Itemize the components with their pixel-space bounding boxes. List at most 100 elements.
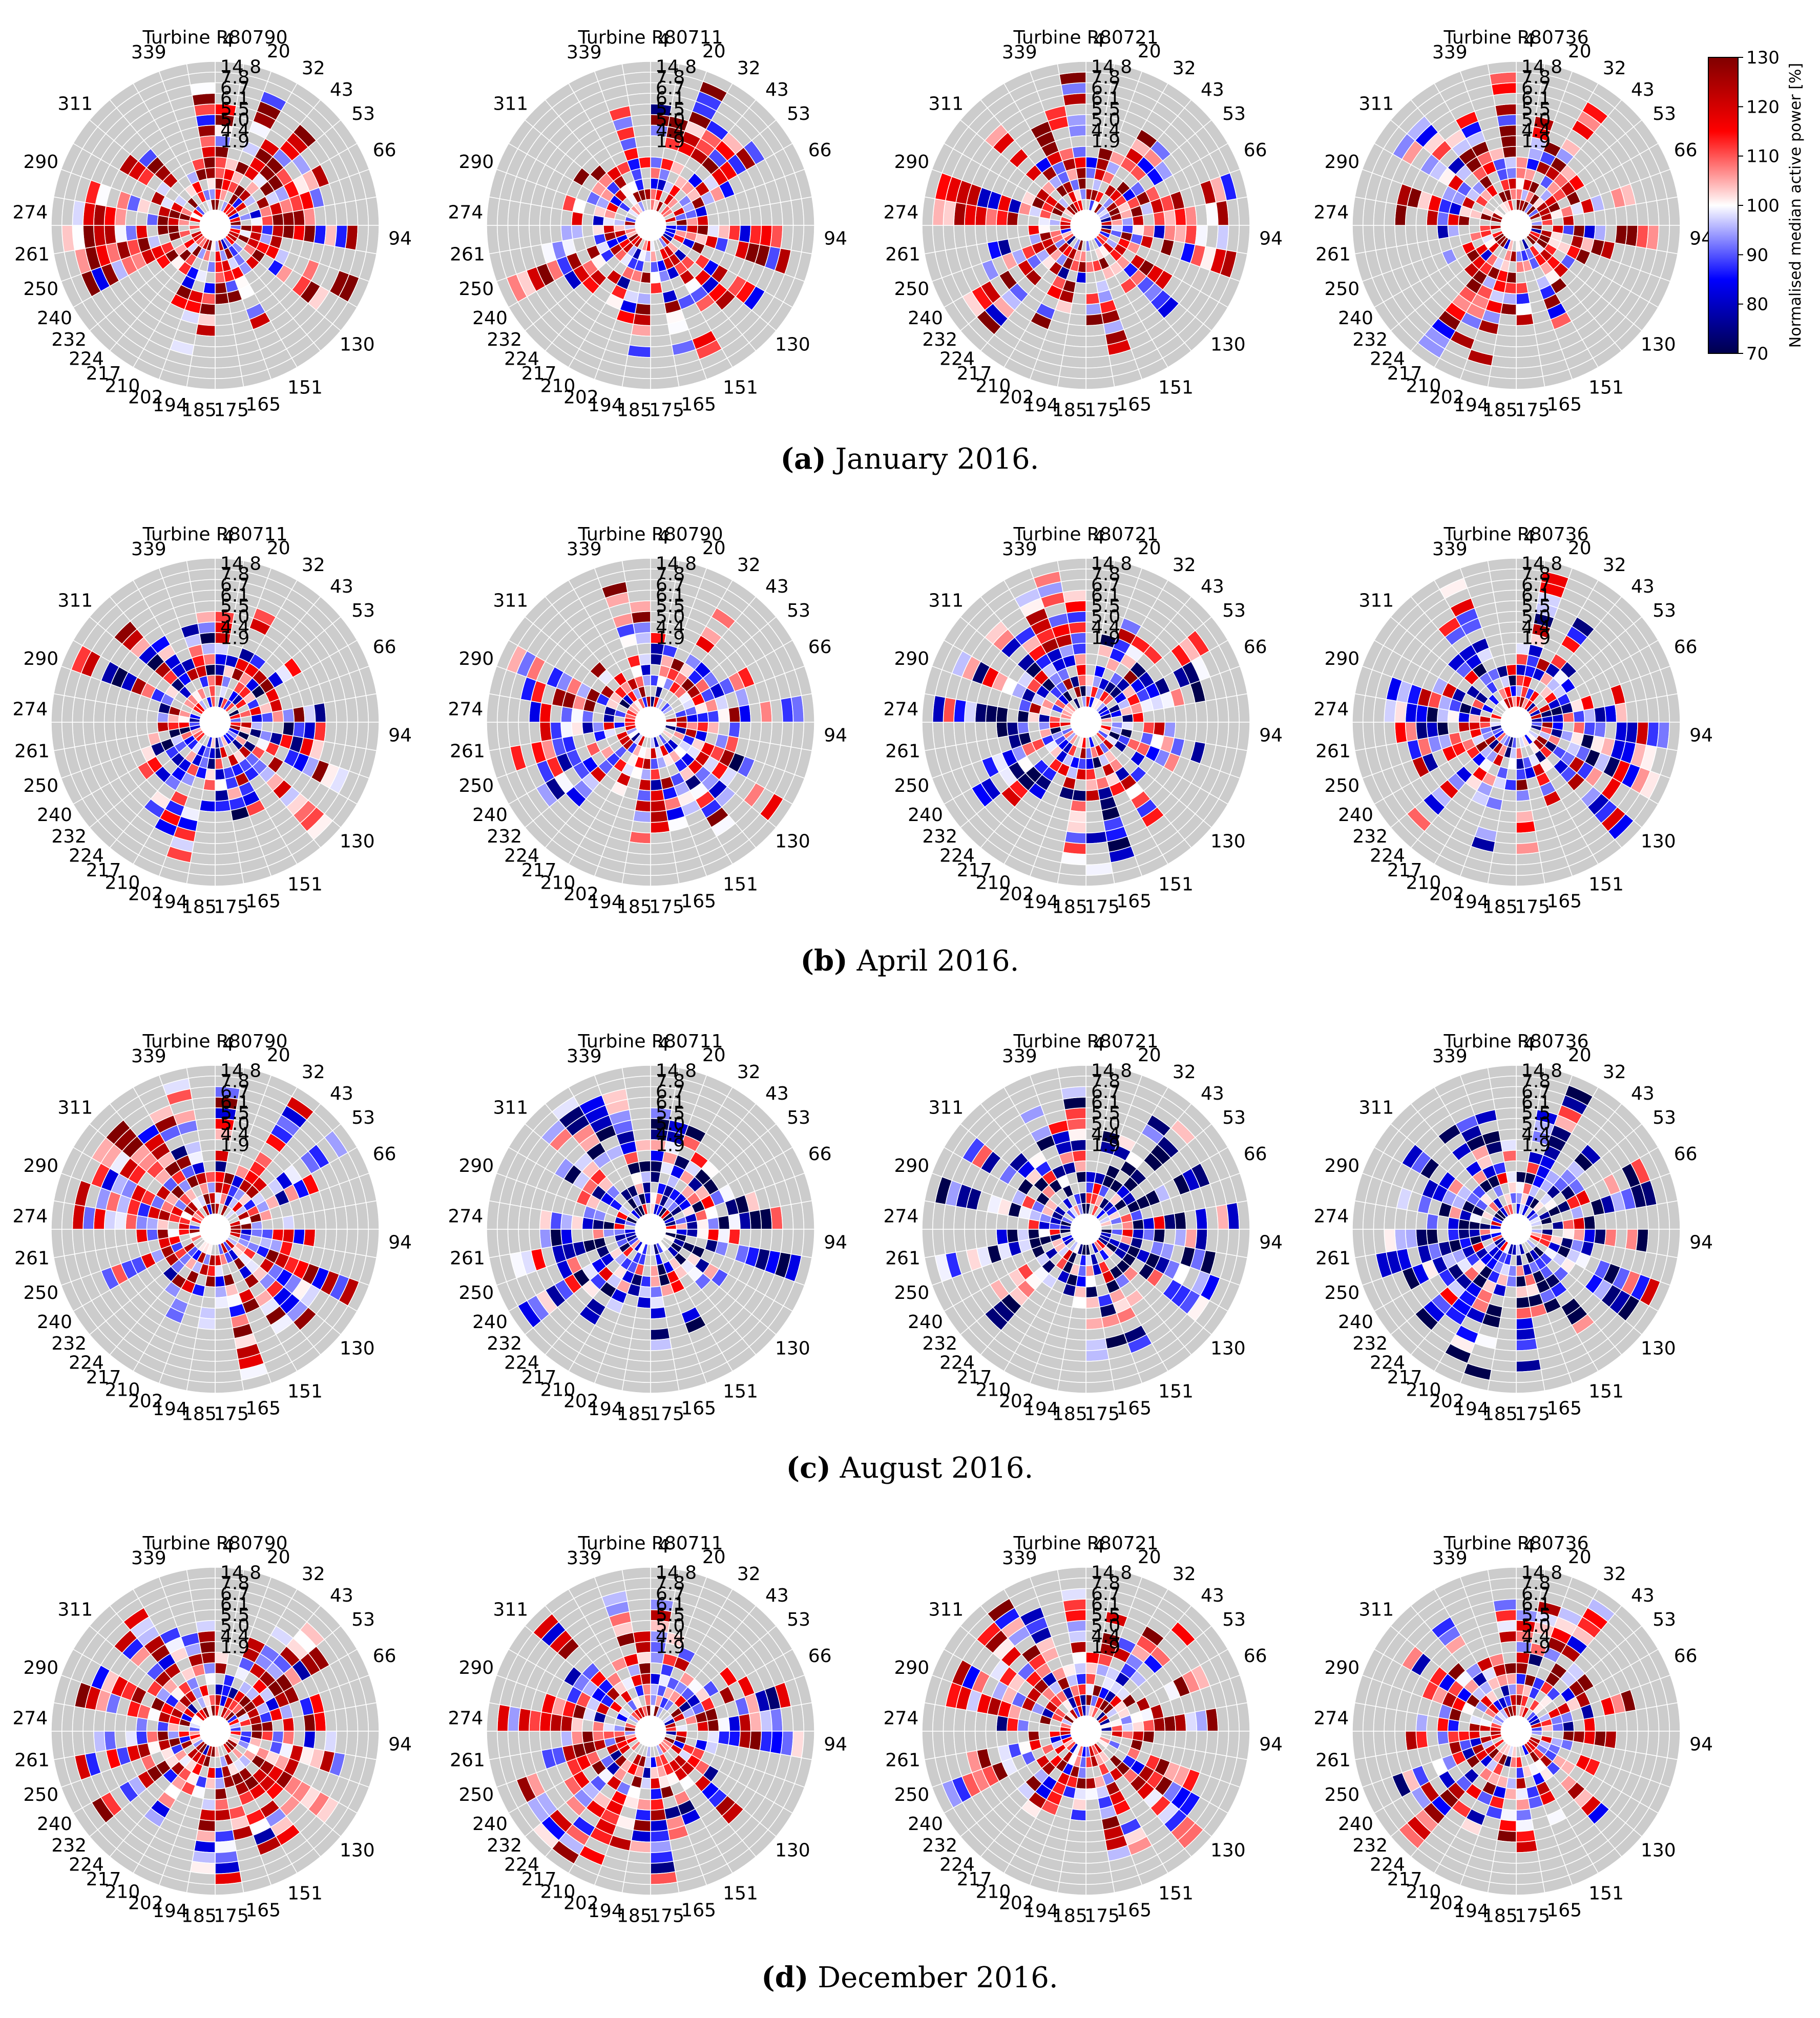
heat-cell [1064, 831, 1086, 844]
angle-tick-label: 194 [153, 395, 188, 416]
heat-cell [642, 675, 651, 687]
heat-cell [1405, 702, 1418, 723]
angle-tick-label: 250 [894, 775, 929, 796]
angle-tick-label: 240 [472, 308, 508, 329]
heat-cell [1184, 225, 1198, 245]
heat-cell [629, 334, 651, 347]
heat-cell [728, 1229, 741, 1246]
heat-cell [271, 709, 284, 723]
angle-tick-label: 20 [702, 538, 726, 559]
heat-cell [631, 323, 651, 337]
angle-tick-label: 151 [723, 377, 758, 398]
heat-cell [1236, 225, 1250, 255]
heat-cell [135, 1229, 149, 1244]
heat-cell [204, 664, 216, 677]
heat-cell [1085, 810, 1104, 823]
heat-cell [192, 841, 216, 855]
heat-cell [1614, 205, 1628, 226]
angle-tick-label: 232 [51, 329, 87, 350]
angle-tick-label: 32 [1173, 555, 1196, 576]
angle-tick-label: 339 [131, 539, 166, 560]
heat-cell [135, 1215, 149, 1230]
heat-cell [748, 702, 762, 723]
heat-cell [334, 722, 348, 746]
heat-cell [93, 722, 107, 744]
angle-tick-label: 130 [775, 831, 810, 852]
heat-cell [303, 225, 316, 243]
heat-cell [1666, 225, 1681, 255]
heat-cell [996, 706, 1009, 723]
heat-cell [922, 225, 936, 255]
polar-panel: Turbine R8073642032435366941301511651751… [1314, 524, 1713, 918]
heat-cell [1498, 621, 1517, 635]
heat-cell [157, 225, 170, 236]
angle-tick-label: 240 [37, 1312, 72, 1333]
angle-tick-label: 32 [302, 58, 325, 79]
angle-tick-label: 94 [388, 725, 412, 746]
heat-cell [634, 303, 651, 316]
heat-cell [560, 722, 573, 739]
heat-cell [201, 642, 216, 656]
angle-tick-label: 165 [681, 394, 716, 415]
angle-tick-label: 43 [330, 79, 353, 100]
angle-tick-label: 339 [1002, 539, 1037, 560]
angle-tick-label: 151 [1158, 874, 1194, 895]
angle-tick-label: 66 [373, 140, 396, 161]
heat-cell [1614, 702, 1628, 723]
heat-cell [1163, 209, 1176, 226]
heat-cell [539, 205, 553, 226]
angle-tick-label: 274 [13, 699, 48, 720]
angle-tick-label: 43 [765, 576, 789, 597]
angle-tick-label: 20 [267, 41, 290, 62]
heat-cell [650, 313, 668, 326]
angle-tick-label: 53 [1652, 600, 1676, 621]
angle-tick-label: 250 [458, 279, 494, 300]
angle-tick-label: 20 [1138, 41, 1161, 62]
heat-cell [1236, 693, 1250, 723]
heat-cell [529, 722, 542, 744]
center-hole [1501, 707, 1532, 738]
heat-cell [627, 841, 651, 855]
angle-tick-label: 165 [1116, 891, 1152, 912]
angle-tick-label: 43 [330, 576, 353, 597]
heat-cell [206, 675, 216, 687]
radial-tick-label: 7.8 [220, 67, 249, 88]
heat-cell [1195, 700, 1208, 723]
heat-cell [707, 213, 720, 226]
center-hole [200, 707, 231, 738]
heat-cell [1583, 225, 1596, 240]
heat-cell [313, 722, 327, 742]
heat-cell [197, 124, 216, 138]
heat-cell [1085, 323, 1106, 337]
heat-cell [1132, 215, 1144, 226]
heat-cell [93, 700, 107, 723]
heat-cell [186, 872, 216, 887]
heat-cell [1614, 722, 1628, 742]
heat-cell [324, 1229, 337, 1251]
heat-cell [1066, 114, 1086, 128]
heat-cell [1500, 632, 1517, 645]
angle-tick-label: 53 [1222, 103, 1246, 124]
heat-cell [1635, 699, 1649, 723]
angle-tick-label: 32 [737, 555, 761, 576]
heat-cell [717, 225, 730, 240]
heat-cell [1498, 124, 1517, 138]
heat-cell [642, 178, 651, 190]
angle-tick-label: 43 [1631, 79, 1655, 100]
heat-cell [1458, 225, 1471, 236]
heat-cell [334, 1206, 348, 1230]
heat-cell [114, 704, 128, 723]
angle-tick-label: 20 [267, 538, 290, 559]
heat-cell [717, 708, 730, 723]
center-hole [635, 707, 666, 738]
heat-cell [103, 1209, 117, 1230]
heat-cell [634, 632, 651, 645]
angle-tick-label: 240 [1338, 308, 1373, 329]
angle-tick-label: 66 [373, 1144, 396, 1165]
heat-cell [93, 225, 107, 247]
heat-cell [1072, 145, 1086, 159]
heat-cell [728, 225, 741, 242]
angle-tick-label: 20 [267, 1045, 290, 1066]
angle-tick-label: 232 [922, 329, 957, 350]
heat-cell [206, 178, 216, 190]
